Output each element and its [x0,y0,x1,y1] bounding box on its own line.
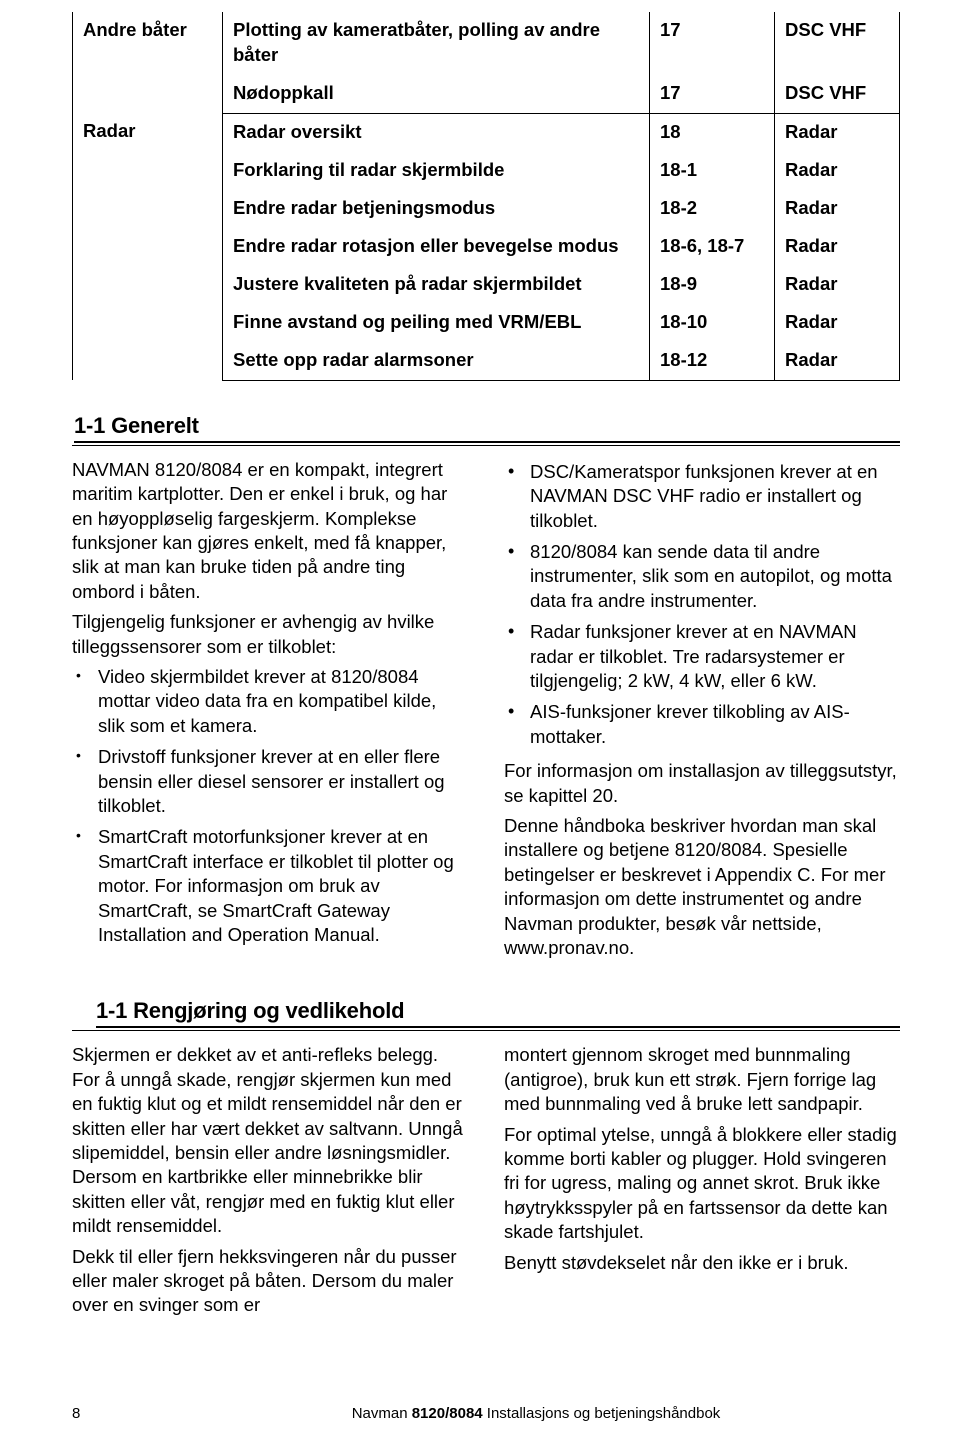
table-cell: 18-12 [650,342,775,380]
paragraph: Dekk til eller fjern hekksvingeren når d… [72,1245,468,1318]
reference-table: Andre båter Plotting av kameratbåter, po… [72,12,900,381]
table-cell: DSC VHF [775,12,900,75]
section-body-rengjoring: Skjermen er dekket av et anti-refleks be… [72,1043,900,1323]
table-cell: DSC VHF [775,75,900,113]
paragraph: montert gjennom skroget med bunnmaling (… [504,1043,900,1116]
paragraph: Skjermen er dekket av et anti-refleks be… [72,1043,468,1238]
bullet-list: Video skjermbildet krever at 8120/8084 m… [72,665,468,947]
table-row: Radar Radar oversikt 18 Radar [73,113,900,151]
footer-model: 8120/8084 [412,1405,483,1422]
paragraph: Tilgjengelig funksjoner er avhengig av h… [72,610,468,659]
table-cell: Radar [775,304,900,342]
list-item: Radar funksjoner krever at en NAVMAN rad… [504,620,900,693]
footer-brand: Navman [352,1405,408,1422]
table-cell: Radar [775,342,900,380]
list-item: AIS-funksjoner krever tilkobling av AIS-… [504,700,900,749]
table-cell: 17 [650,12,775,75]
table-cell: Endre radar betjeningsmodus [223,190,650,228]
table-cell: 18 [650,113,775,151]
table-cell: Plotting av kameratbåter, polling av and… [223,12,650,75]
paragraph: Denne håndboka beskriver hvordan man ska… [504,814,900,960]
column-left: NAVMAN 8120/8084 er en kompakt, integrer… [72,458,468,967]
heading-rule [72,445,900,446]
column-right: DSC/Kameratspor funksjonen krever at en … [504,458,900,967]
table-category: Radar [73,113,223,380]
table-cell: Endre radar rotasjon eller bevegelse mod… [223,228,650,266]
table-cell: Justere kvaliteten på radar skjermbildet [223,266,650,304]
list-item: DSC/Kameratspor funksjonen krever at en … [504,460,900,533]
table-cell: Forklaring til radar skjermbilde [223,152,650,190]
section-heading-rengjoring: 1-1 Rengjøring og vedlikehold [96,998,900,1028]
paragraph: For informasjon om installasjon av tille… [504,759,900,808]
table-category: Andre båter [73,12,223,113]
list-item: Drivstoff funksjoner krever at en eller … [72,745,468,818]
table-cell: 18-6, 18-7 [650,228,775,266]
section-heading-generelt: 1-1 Generelt [74,413,900,443]
table-cell: 17 [650,75,775,113]
table-cell: 18-2 [650,190,775,228]
table-cell: Nødoppkall [223,75,650,113]
paragraph: Benytt støvdekselet når den ikke er i br… [504,1251,900,1275]
list-item: 8120/8084 kan sende data til andre instr… [504,540,900,613]
table-cell: Radar [775,152,900,190]
page-footer: 8 Navman 8120/8084 Installasjons og betj… [72,1405,900,1422]
section-body-generelt: NAVMAN 8120/8084 er en kompakt, integrer… [72,458,900,967]
table-cell: Radar [775,228,900,266]
heading-rule [72,1030,900,1031]
footer-title: Navman 8120/8084 Installasjons og betjen… [172,1405,900,1422]
table-cell: 18-10 [650,304,775,342]
bullet-list: DSC/Kameratspor funksjonen krever at en … [504,460,900,749]
footer-tail: Installasjons og betjeningshåndbok [487,1405,721,1422]
followon-paragraphs: For informasjon om installasjon av tille… [504,759,900,960]
table-cell: Radar oversikt [223,113,650,151]
table-row: Andre båter Plotting av kameratbåter, po… [73,12,900,75]
page-number: 8 [72,1405,172,1422]
table-cell: Sette opp radar alarmsoner [223,342,650,380]
table-cell: Radar [775,113,900,151]
table-cell: Radar [775,190,900,228]
table-cell: 18-9 [650,266,775,304]
paragraph: NAVMAN 8120/8084 er en kompakt, integrer… [72,458,468,604]
table-cell: 18-1 [650,152,775,190]
list-item: Video skjermbildet krever at 8120/8084 m… [72,665,468,738]
column-right: montert gjennom skroget med bunnmaling (… [504,1043,900,1323]
column-left: Skjermen er dekket av et anti-refleks be… [72,1043,468,1323]
list-item: SmartCraft motorfunksjoner krever at en … [72,825,468,947]
table-cell: Radar [775,266,900,304]
table-cell: Finne avstand og peiling med VRM/EBL [223,304,650,342]
paragraph: For optimal ytelse, unngå å blokkere ell… [504,1123,900,1245]
